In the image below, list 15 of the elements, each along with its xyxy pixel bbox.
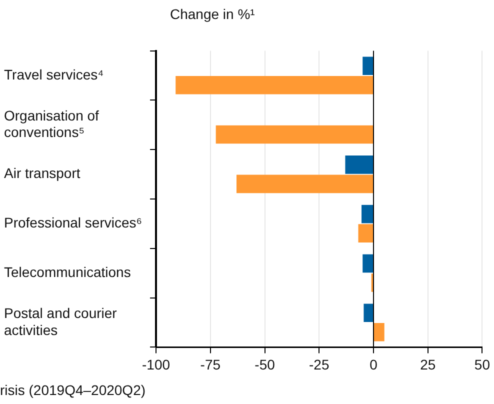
y-tick-label: Postal and courier activities [4, 304, 118, 338]
x-tick-label: -25 [309, 356, 330, 372]
text: risis (2019Q4–2020Q2) [0, 382, 146, 398]
x-tick-label: -50 [254, 356, 276, 372]
y-tick-label: Telecommunications [4, 264, 131, 280]
x-tick-label: -75 [200, 356, 221, 372]
y-tick-label: Professional services⁶ [4, 214, 142, 231]
x-tick-label: -100 [142, 356, 170, 372]
y-tick-label: Organisation of conventions⁵ [4, 107, 100, 140]
x-tick-label: 0 [370, 356, 378, 372]
x-tick-label: 25 [420, 356, 436, 372]
x-tick-label: 50 [474, 356, 490, 372]
y-tick-label: Air transport [4, 165, 80, 182]
chart-title: Change in %¹ [170, 6, 255, 22]
y-tick-label: Travel services⁴ [4, 66, 104, 82]
